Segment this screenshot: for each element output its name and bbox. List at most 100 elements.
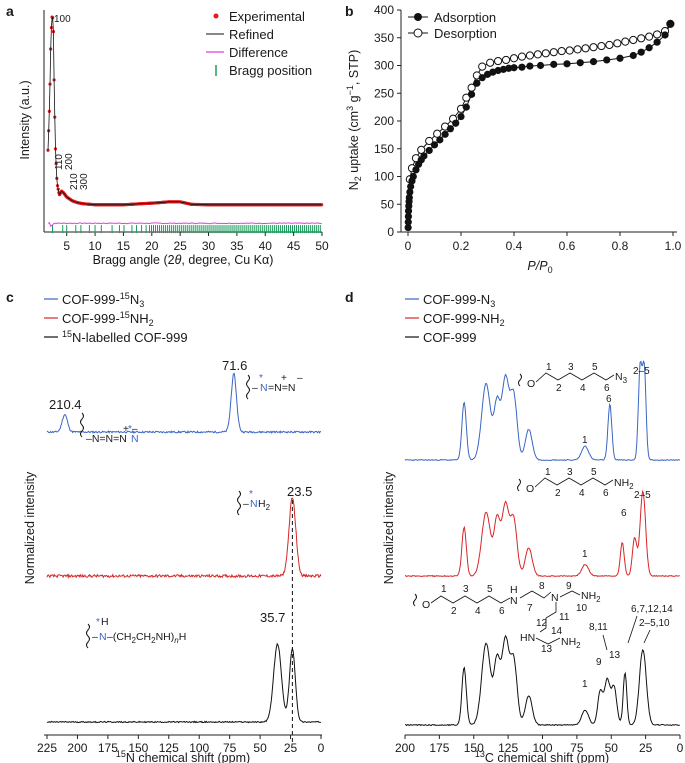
adsorption-point	[407, 182, 415, 191]
spectrum-cof999-n3	[404, 360, 681, 462]
desorption-point	[525, 51, 535, 60]
d-bot-nh2-b: NH2	[561, 636, 581, 650]
desorption-point	[478, 62, 487, 71]
d-bot-n14: 14	[551, 626, 563, 637]
panel-b-y-title: N2 uptake (cm3 g−1, STP)	[345, 50, 363, 191]
d-top-n2: 2	[556, 383, 562, 394]
d-top-n5: 5	[592, 362, 598, 373]
d-molecule-bottom: O 1 2 3 4 5 6 H N 7 8 N 9 10 NH2 11 12 H…	[413, 581, 601, 655]
panel-d: 200 175 150 125 100 75 50 25 0 Normalized intens…	[382, 292, 684, 763]
legend-cof999-nh2: COF-999-NH2	[423, 311, 505, 328]
c-xtick-label: 125	[159, 741, 179, 755]
pei-dash: –	[92, 631, 98, 643]
bragg-positions	[52, 225, 321, 234]
azide-structure: –N=N=N N + – * – N =N=N * + –	[80, 373, 303, 445]
legend-marker-experimental	[213, 13, 219, 19]
d-bot-n11: 11	[559, 612, 570, 623]
adsorption-point	[645, 44, 653, 52]
desorption-point	[509, 54, 519, 63]
wavy-bond-icon	[246, 374, 250, 400]
legend-desorption: Desorption	[434, 26, 497, 41]
pei-labelled-n: N	[99, 631, 107, 643]
d-ann-bot-6712: 6,7,12,14	[631, 604, 673, 615]
d-ann-mid-25: 2–5	[634, 490, 651, 501]
a-xtick-label: 45	[287, 239, 301, 253]
legend-cof999-n3: COF-999-N3	[423, 292, 495, 309]
panel-b: 0 0.2 0.4 0.6 0.8 1.0 0 50 100 150 200 250 300 350 400…	[345, 3, 682, 275]
adsorption-point	[629, 51, 637, 60]
d-arrow-811	[602, 634, 608, 651]
d-xtick-label: 150	[464, 741, 484, 755]
d-ann-bot-9: 9	[596, 657, 602, 668]
azide2-star: *	[259, 373, 263, 384]
d-xtick-label: 175	[429, 741, 449, 755]
adsorption-point	[446, 125, 454, 133]
b-ytick-label: 400	[374, 3, 394, 17]
desorption-point	[486, 58, 495, 67]
amine-h2: H2	[258, 498, 271, 512]
d-top-n3-group: N3	[615, 371, 628, 385]
d-peak-annotations: 6 1 2–5 6 1 2–5 1 9 8,11 13 6,7,12,14 2–…	[582, 366, 673, 690]
d-mid-n6: 6	[603, 488, 609, 499]
amine-star: *	[249, 489, 253, 500]
b-ytick-label: 100	[374, 170, 394, 184]
adsorption-point	[457, 112, 465, 121]
panel-a-x-title: Bragg angle (2θ, degree, Cu Kα)	[93, 253, 274, 267]
d-mid-n4: 4	[579, 488, 585, 499]
d-bot-hn: HN	[520, 632, 535, 644]
adsorption-point	[404, 218, 412, 226]
adsorption-point	[404, 212, 412, 221]
desorption-point	[565, 46, 574, 55]
pei-top-h: H	[101, 616, 109, 628]
b-xtick-label: 0.6	[559, 239, 576, 253]
spectrum-cof999-nh2	[404, 489, 680, 578]
d-bot-n3: 3	[463, 584, 469, 595]
c-xtick-label: 0	[318, 741, 325, 755]
azide-label-star: *	[128, 424, 132, 435]
b-xtick-label: 0.8	[612, 239, 629, 253]
azide2-labelled-n: N	[260, 382, 268, 394]
d-ann-top-6: 6	[606, 394, 612, 405]
peak-210-4: 210.4	[49, 397, 82, 412]
desorption-point	[597, 41, 606, 51]
c-xtick-label: 200	[67, 741, 87, 755]
spectrum-cof999-15nh2	[46, 497, 322, 580]
adsorption-point	[536, 61, 545, 70]
adsorption-point	[666, 20, 674, 28]
d-bot-n8: 8	[539, 581, 545, 592]
legend-difference: Difference	[229, 45, 288, 60]
panel-c-ticks: 225 200 175 150 125 100 75 50 25 0	[37, 735, 325, 755]
desorption-points	[405, 19, 675, 184]
panel-b-ticks: 0 0.2 0.4 0.6 0.8 1.0 0 50 100 150 200 250 300 350 400	[374, 3, 682, 253]
desorption-point	[589, 43, 598, 52]
panel-c: 225 200 175 150 125 100 75 50 25 0 Normalized int…	[23, 291, 325, 763]
adsorption-point	[420, 152, 428, 160]
a-xtick-label: 5	[63, 239, 70, 253]
d-ann-top-1: 1	[582, 435, 588, 446]
desorption-point	[433, 129, 442, 138]
d-ann-bot-1: 1	[582, 679, 588, 690]
desorption-point	[425, 136, 434, 146]
desorption-point	[637, 34, 646, 43]
desorption-point	[573, 45, 582, 54]
d-bot-h: H	[510, 584, 518, 596]
adsorption-point	[404, 223, 412, 232]
wavy-bond-icon	[518, 373, 522, 387]
wavy-bond-icon	[80, 412, 84, 438]
peak-label-100: 100	[54, 14, 71, 25]
peak-35-7: 35.7	[260, 610, 285, 625]
d-bot-n4: 4	[475, 606, 481, 617]
desorption-point	[645, 32, 654, 41]
wavy-bond-icon	[413, 593, 417, 607]
adsorption-point	[468, 90, 476, 98]
d-bot-chain-5	[535, 637, 561, 645]
d-xtick-label: 25	[639, 741, 653, 755]
d-arrow-6712	[627, 615, 638, 644]
d-top-chain	[535, 372, 615, 383]
d-bot-chain-3	[559, 590, 581, 598]
desorption-point	[581, 44, 590, 53]
d-bot-n6: 6	[499, 606, 505, 617]
d-arrow-2510	[643, 629, 651, 644]
panel-a-y-title: Intensity (a.u.)	[18, 80, 32, 159]
c-xtick-label: 25	[284, 741, 298, 755]
